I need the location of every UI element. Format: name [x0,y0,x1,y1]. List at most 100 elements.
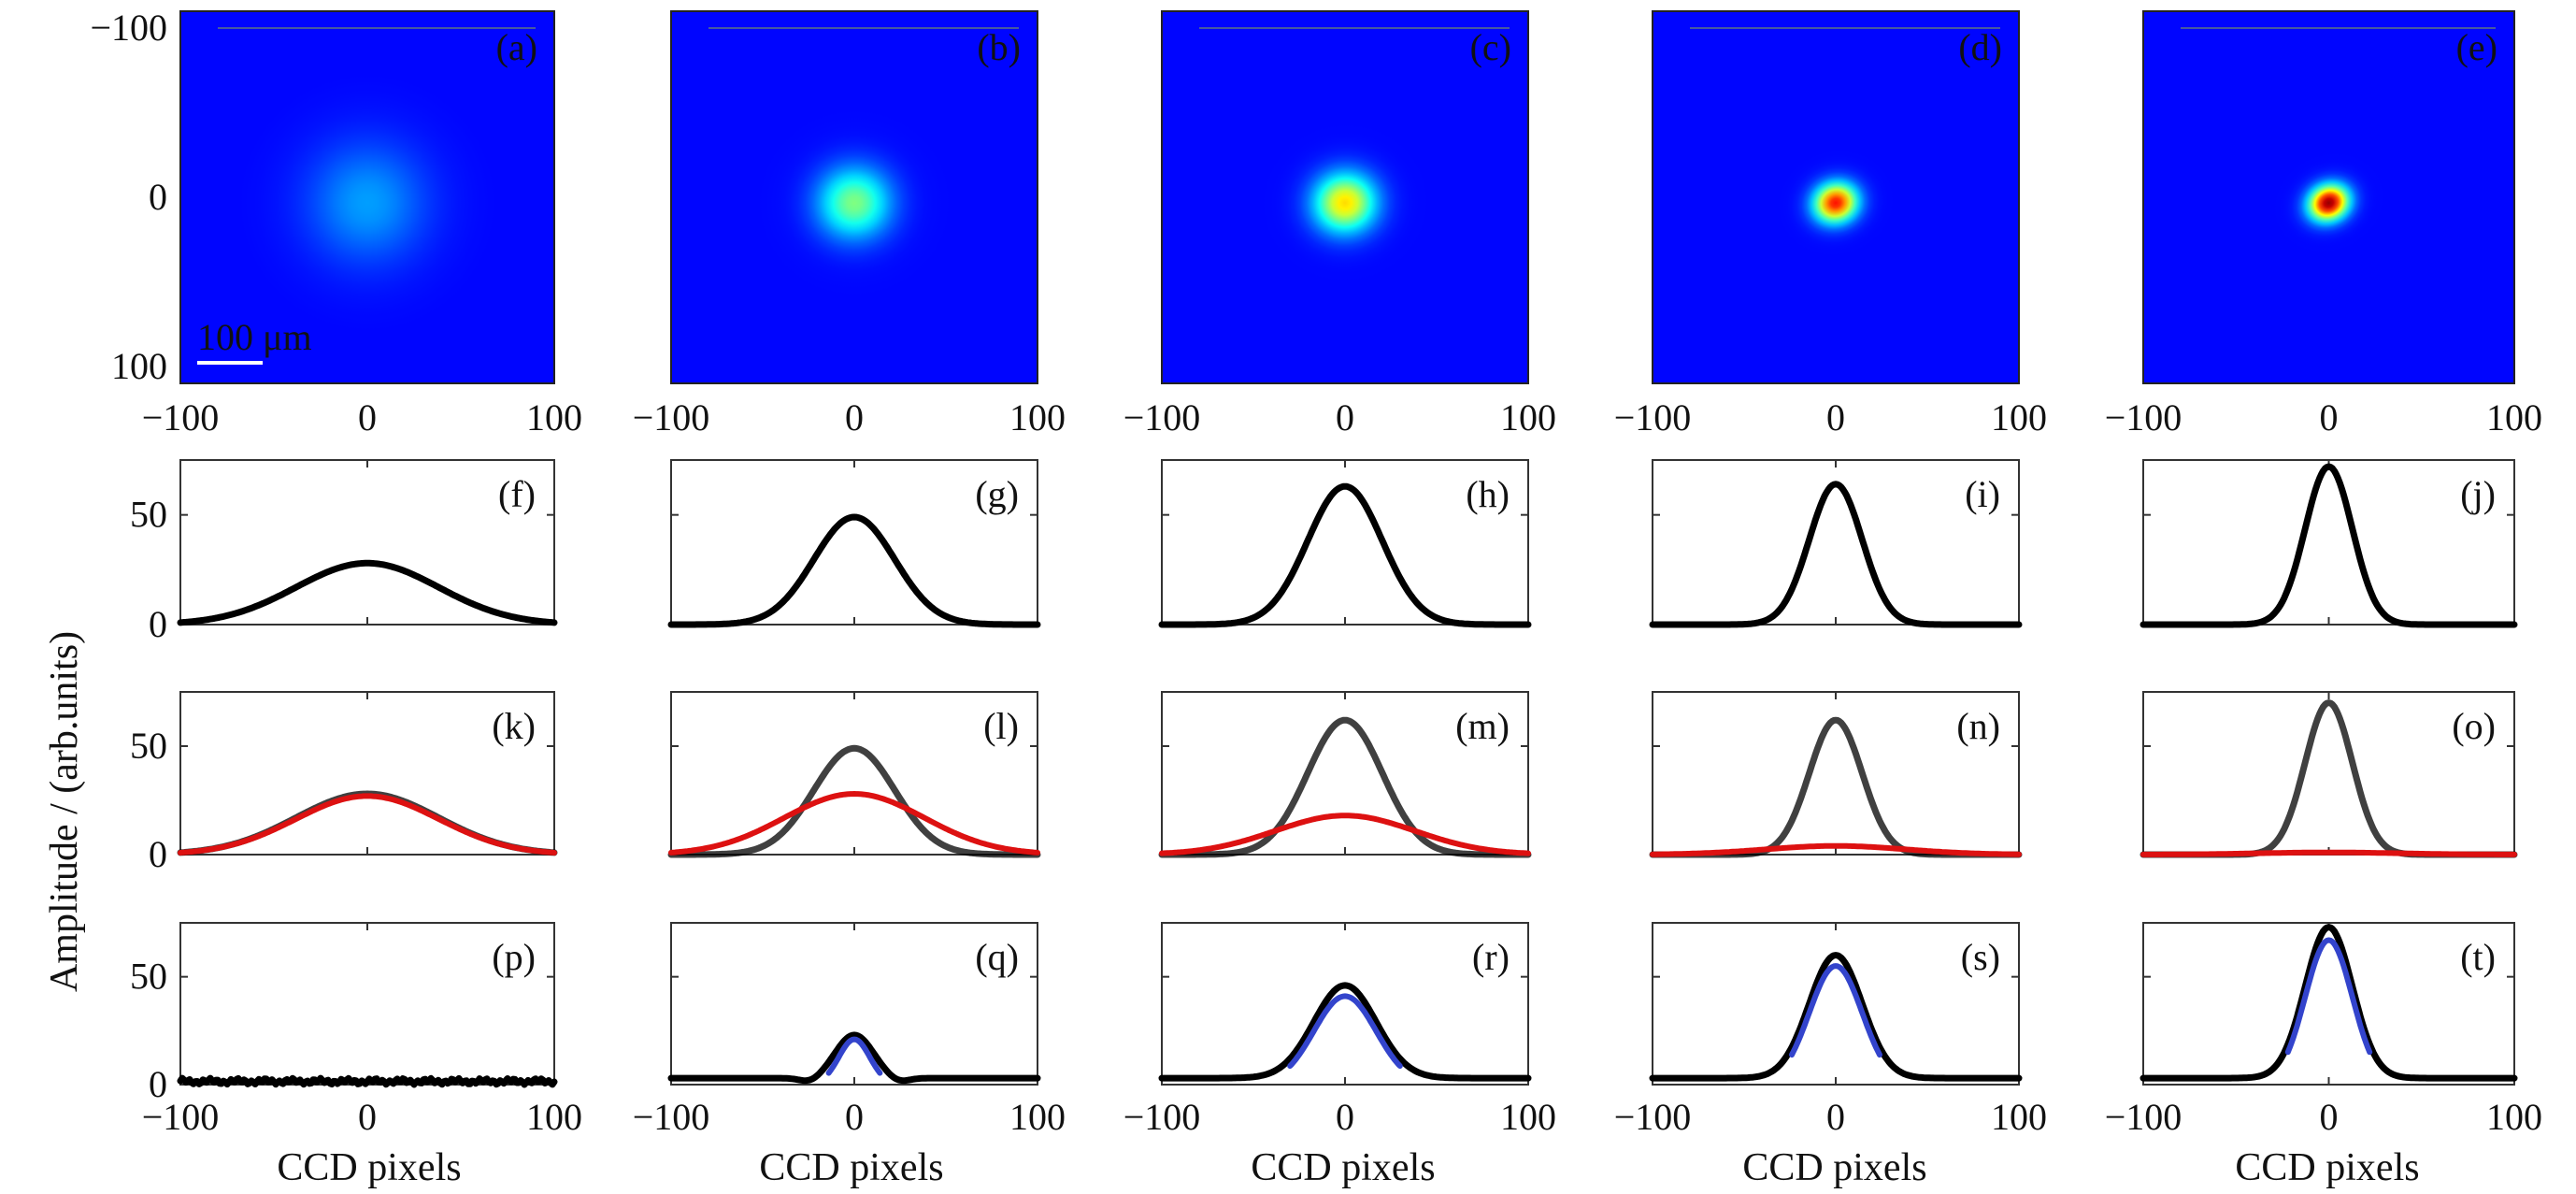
profile-series-1 [667,513,1041,628]
beam-image-row: (a) −100 0 100 −100 0 100 100 μm (b) −100 0 100 (c) −… [90,7,2542,439]
profile-panel-l: (l) [667,691,1041,858]
panel-label: (s) [1961,936,2000,978]
profile-series-2 [825,1036,883,1076]
profile-panel-s: −100 0 100 (s) [1614,922,2047,1138]
profile-panel-q: −100 0 100 (q) [633,922,1066,1138]
profile-panel-h: (h) [1158,459,1532,628]
profile-series-1 [667,744,1041,858]
profile-series-1 [177,1074,558,1088]
y-tick-label: 0 [149,176,167,218]
beam-spot [756,108,952,298]
x-tick-label: 100 [1991,1096,2047,1138]
profile-series-1 [177,559,558,626]
x-tick-label: 0 [1826,1096,1845,1138]
x-tick-label: 0 [2320,396,2339,439]
profile-series-2 [1650,842,2022,857]
beam-image-2: (b) −100 0 100 [633,10,1066,439]
profile-series-2 [1789,963,1882,1058]
scale-bar-label: 100 μm [197,316,312,358]
x-tick-label: −100 [1614,396,1692,439]
x-tick-label: 100 [2486,1096,2542,1138]
y-axis-title: Amplitude / (arb.units) [43,631,86,992]
profile-series-1 [1158,716,1532,858]
beam-spot [238,74,496,332]
plot-frame [179,922,555,1086]
x-axis-title-col2: CCD pixels [759,1146,943,1189]
y-tick-label: 0 [149,833,167,875]
x-tick-label: 0 [358,1096,377,1138]
plot-frame [2142,691,2515,856]
panel-label: (o) [2452,705,2496,747]
plot-frame [1652,922,2020,1086]
profile-panel-m: (m) [1158,691,1532,858]
profile-series-2 [1159,813,1531,856]
image-frame [2142,10,2515,384]
panel-label: (t) [2460,936,2496,978]
x-axis-title-col5: CCD pixels [2235,1146,2419,1189]
panel-label: (j) [2460,473,2496,515]
x-tick-label: 100 [1500,1096,1556,1138]
profile-panel-j: (j) [2140,459,2518,628]
image-frame [670,10,1038,384]
beam-image-4: (d) −100 0 100 [1614,10,2047,439]
x-axis-title-col1: CCD pixels [277,1146,461,1189]
beam-spot [1767,140,1904,266]
x-tick-label: 100 [1009,1096,1066,1138]
image-frame [1652,10,2020,384]
profile-series-2 [2140,849,2517,857]
profile-series-1 [667,1031,1041,1085]
x-tick-label: 0 [845,1096,864,1138]
plot-frame [179,691,555,856]
profile-panel-g: (g) [667,459,1041,628]
profile-series-1 [1649,481,2023,628]
plot-frame [2142,922,2515,1086]
image-frame [179,10,555,384]
beam-image-3: (c) −100 0 100 [1123,10,1556,439]
profile-panel-o: (o) [2140,691,2518,858]
profile-panel-i: (i) [1649,459,2023,628]
beam-spot [1255,117,1435,289]
beam-image-5: (e) −100 0 100 [2105,10,2542,439]
profile-series-1 [1158,482,1532,628]
y-tick-label: 100 [111,345,167,387]
x-tick-label: −100 [1614,1096,1692,1138]
panel-label: (r) [1472,936,1510,978]
profile-plot-rows: 0 50 (f) (g) (h) (i) (j) 0 50 (k) (l) (m) (n) (o) −100… [130,459,2542,1138]
panel-label: (d) [1958,26,2002,68]
profile-panel-t: −100 0 100 (t) [2105,922,2542,1138]
x-axis-title-col4: CCD pixels [1742,1146,1926,1189]
x-tick-label: −100 [142,1096,220,1138]
x-tick-label: 0 [358,396,377,439]
x-tick-label: 100 [1500,396,1556,439]
x-tick-label: −100 [633,396,710,439]
panel-label: (e) [2456,26,2497,68]
y-tick-label: 50 [130,494,167,536]
plot-frame [179,459,555,626]
profile-row-2: 0 50 (k) (l) (m) (n) (o) [130,691,2518,875]
panel-label: (c) [1470,26,1511,68]
plot-frame [2142,459,2515,626]
x-tick-label: 100 [1009,396,1066,439]
x-tick-label: −100 [633,1096,710,1138]
plot-frame [670,691,1038,856]
profile-panel-n: (n) [1649,691,2023,858]
beam-spot [2264,144,2394,262]
profile-panel-f: 0 50 (f) [130,459,558,645]
profile-series-1 [1649,952,2023,1082]
panel-label: (n) [1956,705,2000,747]
y-tick-label: 50 [130,725,167,767]
x-tick-label: 0 [1336,1096,1354,1138]
panel-label: (q) [975,936,1019,978]
y-tick-label: 0 [149,1063,167,1105]
beam-image-1: (a) −100 0 100 −100 0 100 100 μm [90,7,582,439]
x-tick-label: 0 [845,396,864,439]
plot-frame [670,459,1038,626]
y-tick-label: 0 [149,603,167,645]
x-tick-label: 0 [1336,396,1354,439]
profile-panel-r: −100 0 100 (r) [1123,922,1556,1138]
panel-label: (g) [975,473,1019,515]
profile-series-1 [2140,463,2518,628]
y-tick-label: −100 [90,7,167,49]
